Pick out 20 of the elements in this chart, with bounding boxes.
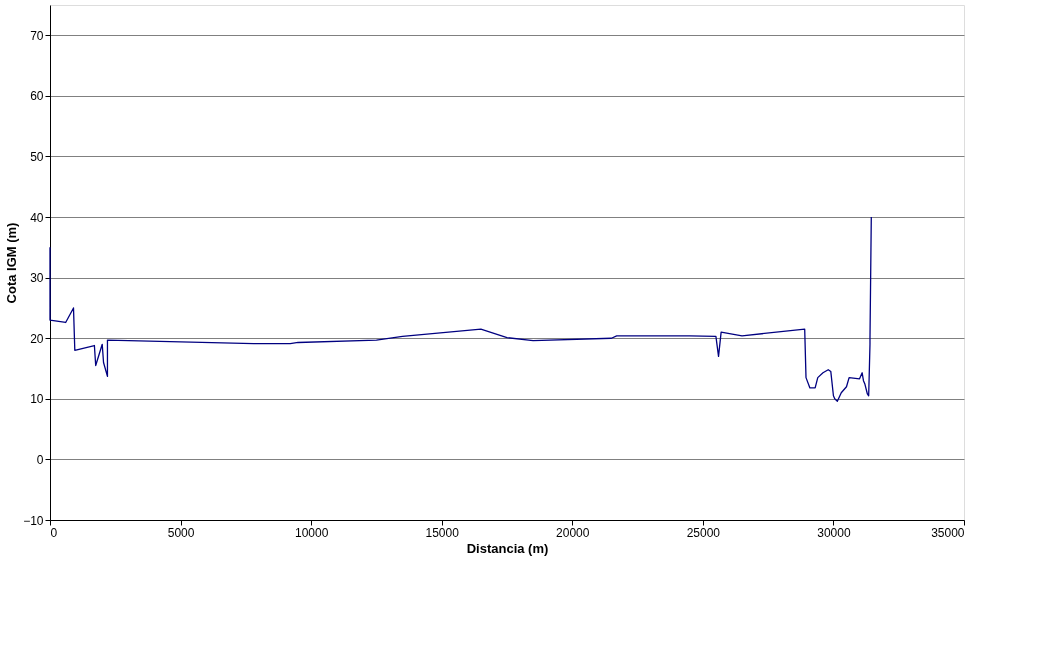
x-tick-label: 10000 [294, 525, 329, 540]
x-tick-label: 15000 [425, 525, 460, 540]
x-tick-label: 0 [50, 525, 58, 540]
y-tick-label: 0 [36, 452, 44, 467]
y-tick-label: 40 [30, 210, 44, 225]
x-tick-label: 20000 [556, 525, 590, 540]
y-tick-label: 20 [30, 331, 44, 346]
y-tick-label: 10 [30, 392, 44, 407]
line-series [49, 216, 872, 402]
x-tick-label: 35000 [931, 525, 965, 540]
y-tick-label: 70 [30, 28, 44, 43]
y-tick-label: 50 [30, 149, 44, 164]
x-tick-label: 30000 [817, 525, 851, 540]
x-axis-title: Distancia (m) [466, 540, 549, 556]
y-axis-title: Cota IGM (m) [4, 222, 20, 304]
y-tick-label: −10 [23, 513, 44, 528]
x-tick-label: 5000 [167, 525, 195, 540]
y-tick-label: 60 [30, 89, 44, 104]
x-tick-label: 25000 [686, 525, 721, 540]
y-tick-label: 30 [30, 271, 44, 286]
